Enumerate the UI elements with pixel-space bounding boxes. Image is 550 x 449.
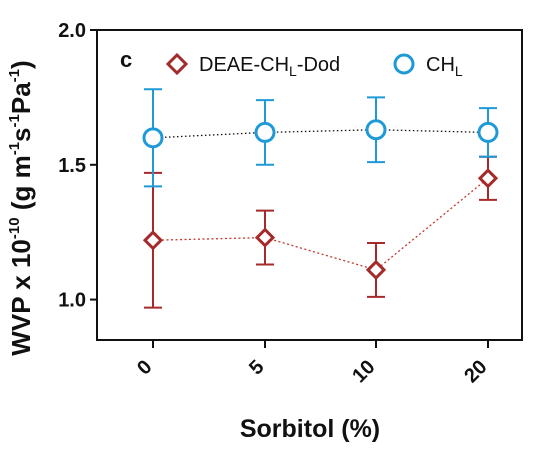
- y-axis-title-pa-exp: -1: [6, 69, 23, 82]
- data-point-diamond: [477, 168, 499, 189]
- x-tick-label: 10: [348, 356, 379, 387]
- y-axis-title: WVP x 10-10 (g m-1s-1Pa-1): [6, 60, 36, 355]
- data-point-circle: [142, 127, 164, 149]
- y-tick-label: 1.5: [58, 155, 86, 177]
- x-axis-ticks: 0 5 10 20: [133, 340, 492, 387]
- x-tick-label: 20: [460, 356, 491, 387]
- y-axis-title-prefix-exp: -10: [6, 217, 23, 239]
- x-axis-title: Sorbitol (%): [240, 415, 380, 443]
- y-axis-title-s: s: [6, 127, 36, 141]
- data-point-diamond: [254, 227, 276, 248]
- data-point-diamond: [142, 230, 164, 251]
- error-bars: [144, 88, 497, 309]
- y-axis-title-unit-close: ): [6, 60, 36, 69]
- y-axis-title-s-exp: -1: [6, 114, 23, 127]
- y-axis-title-m-exp: -1: [6, 142, 23, 155]
- data-point-circle: [254, 121, 276, 143]
- plot-frame: [96, 29, 523, 341]
- legend-label-chl: CHL: [426, 54, 463, 79]
- legend-item-chl: CHL: [393, 53, 463, 79]
- x-tick-label: 5: [245, 356, 268, 379]
- y-axis-title-prefix: WVP x 10: [6, 239, 36, 356]
- legend-label-deae: DEAE-CHL-Dod: [199, 54, 340, 79]
- data-point-circle: [477, 121, 499, 143]
- data-markers: [142, 119, 499, 281]
- legend-item-deae: DEAE-CHL-Dod: [165, 52, 340, 79]
- y-axis-title-unit-open: (g m: [6, 155, 36, 217]
- series-line-1: [152, 129, 489, 139]
- y-axis-ticks: 1.0 1.5 2.0: [58, 20, 97, 312]
- legend: DEAE-CHL-Dod CHL: [165, 52, 463, 79]
- series-line-0: [152, 177, 489, 271]
- series-lines: [152, 129, 489, 271]
- panel-label: c: [120, 47, 132, 72]
- y-tick-label: 1.0: [58, 290, 86, 312]
- legend-circle-icon: [393, 53, 415, 75]
- legend-diamond-icon: [165, 52, 189, 76]
- y-axis-title-pa: Pa: [6, 82, 36, 114]
- x-tick-label: 0: [133, 356, 156, 379]
- y-tick-label: 2.0: [58, 20, 86, 42]
- data-point-diamond: [365, 259, 387, 281]
- data-point-circle: [365, 119, 387, 141]
